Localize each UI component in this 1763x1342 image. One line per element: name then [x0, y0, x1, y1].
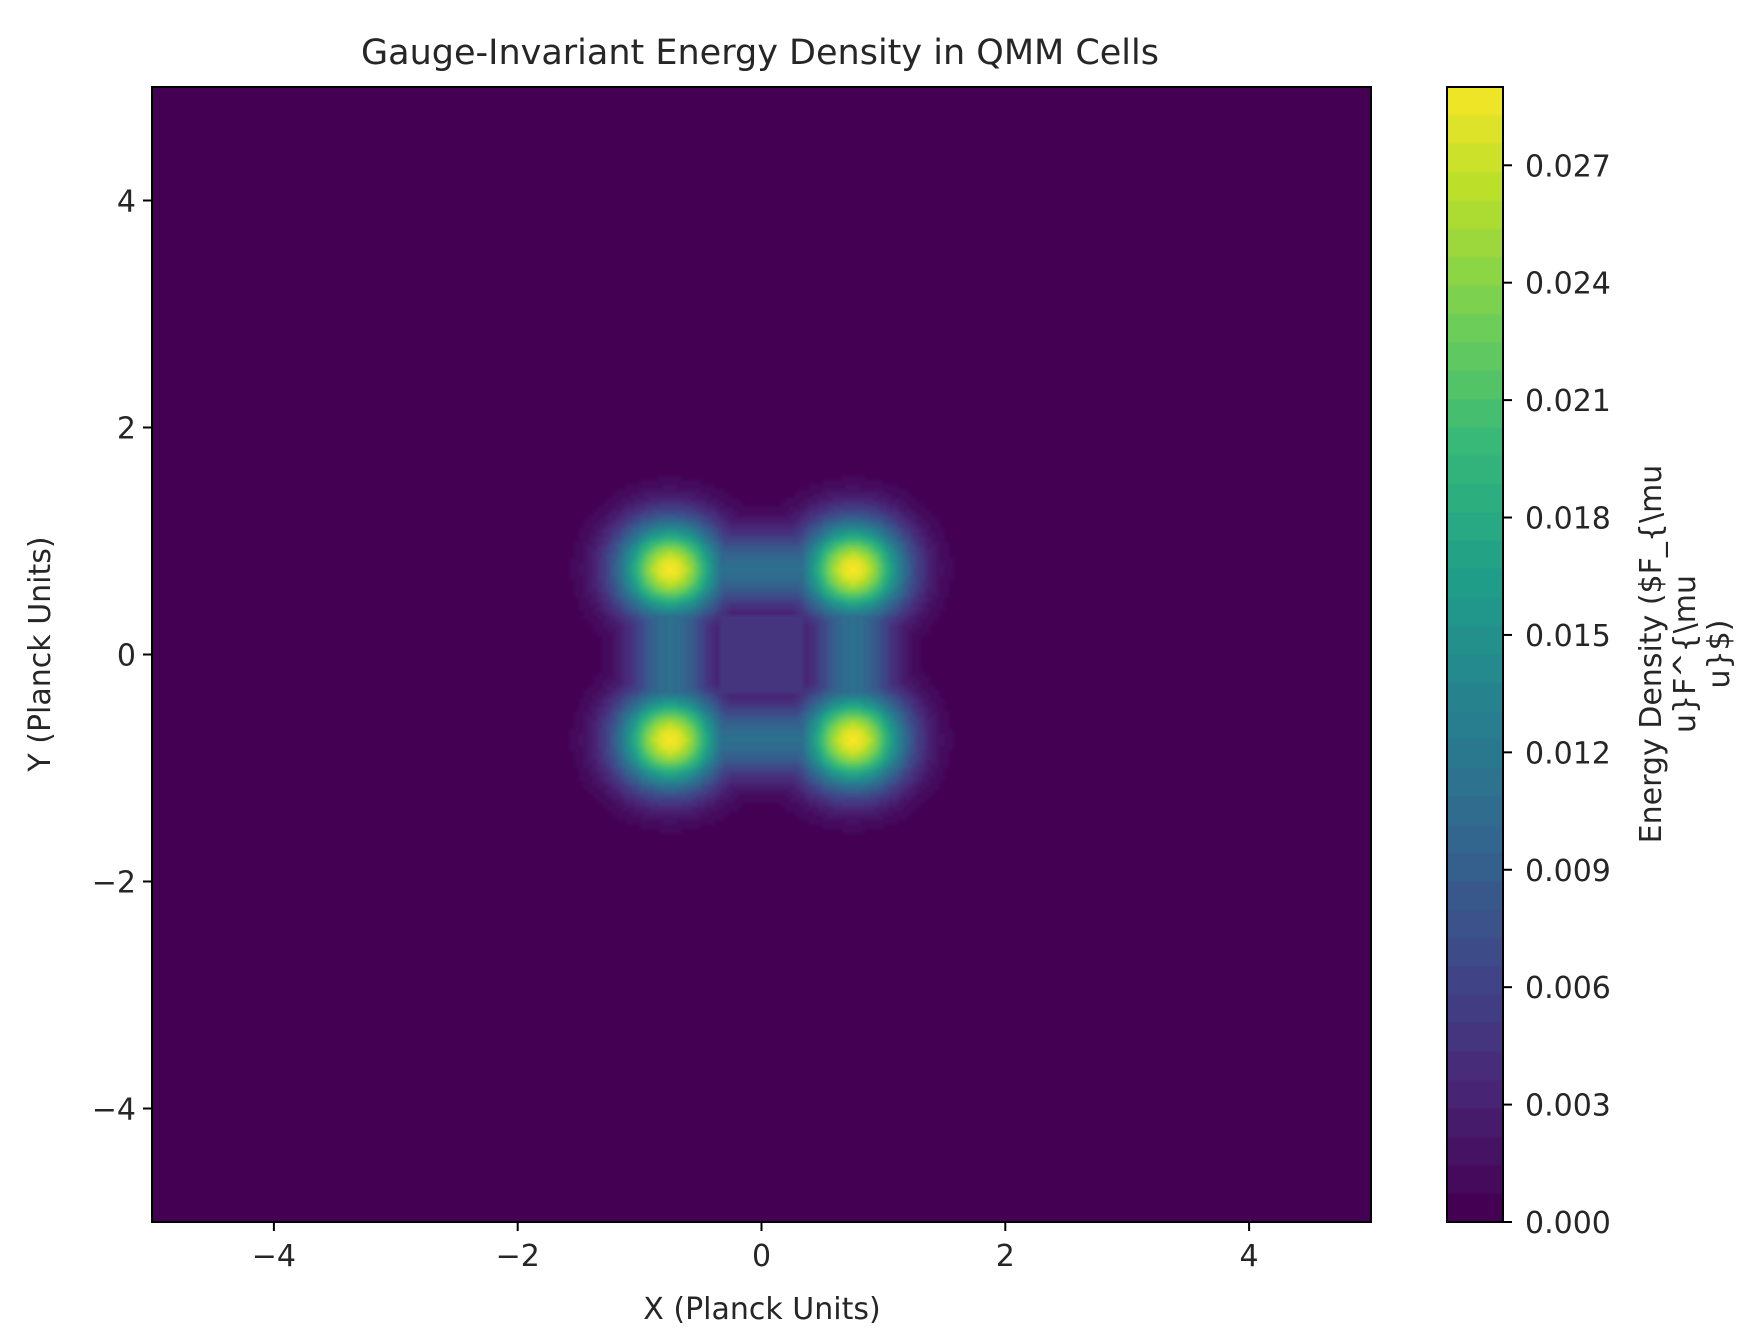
x-tick-label: 2: [996, 1239, 1015, 1274]
colorbar-tick-label: 0.000: [1525, 1206, 1611, 1241]
colorbar-tick-label: 0.012: [1525, 736, 1611, 771]
y-axis-ticks: −4 −2 0 2 4: [92, 185, 152, 1128]
x-tick-label: 4: [1240, 1239, 1259, 1274]
y-tick-label: 2: [117, 412, 136, 447]
colorbar: 0.000 0.003 0.006 0.009 0.012 0.015 0.018 0.021…: [1446, 86, 1737, 1241]
y-tick-label: 0: [117, 639, 136, 674]
colorbar-ticks: 0.000 0.003 0.006 0.009 0.012 0.015 0.018 0.021…: [1503, 149, 1611, 1241]
y-axis-label: Y (Planck Units): [23, 536, 58, 772]
x-axis-ticks: −4 −2 0 2 4: [252, 1222, 1259, 1274]
colorbar-gradient: [1447, 87, 1503, 1222]
colorbar-tick-label: 0.009: [1525, 854, 1611, 889]
colorbar-tick-label: 0.021: [1525, 384, 1611, 419]
colorbar-label-line: u}F^{\mu: [1668, 575, 1703, 733]
y-tick-label: −4: [92, 1093, 136, 1128]
colorbar-label-line: u}$): [1702, 620, 1737, 689]
colorbar-tick-label: 0.003: [1525, 1089, 1611, 1124]
chart-title: Gauge-Invariant Energy Density in QMM Ce…: [361, 33, 1159, 73]
colorbar-label-line: Energy Density ($F_{\mu: [1634, 465, 1669, 844]
colorbar-tick-label: 0.006: [1525, 971, 1611, 1006]
y-tick-label: −2: [92, 866, 136, 901]
plot-area: [151, 86, 1372, 1223]
x-tick-label: 0: [752, 1239, 771, 1274]
colorbar-frame: [1446, 86, 1504, 1223]
heatmap-image: [152, 87, 1371, 1222]
colorbar-tick-label: 0.024: [1525, 267, 1611, 302]
colorbar-tick-label: 0.018: [1525, 502, 1611, 537]
x-tick-label: −2: [496, 1239, 540, 1274]
x-tick-label: −4: [252, 1239, 296, 1274]
colorbar-label: Energy Density ($F_{\mu u}F^{\mu u}$): [1634, 465, 1737, 844]
y-tick-label: 4: [117, 185, 136, 220]
colorbar-tick-label: 0.015: [1525, 619, 1611, 654]
colorbar-tick-label: 0.027: [1525, 149, 1611, 184]
x-axis-label: X (Planck Units): [643, 1292, 880, 1327]
